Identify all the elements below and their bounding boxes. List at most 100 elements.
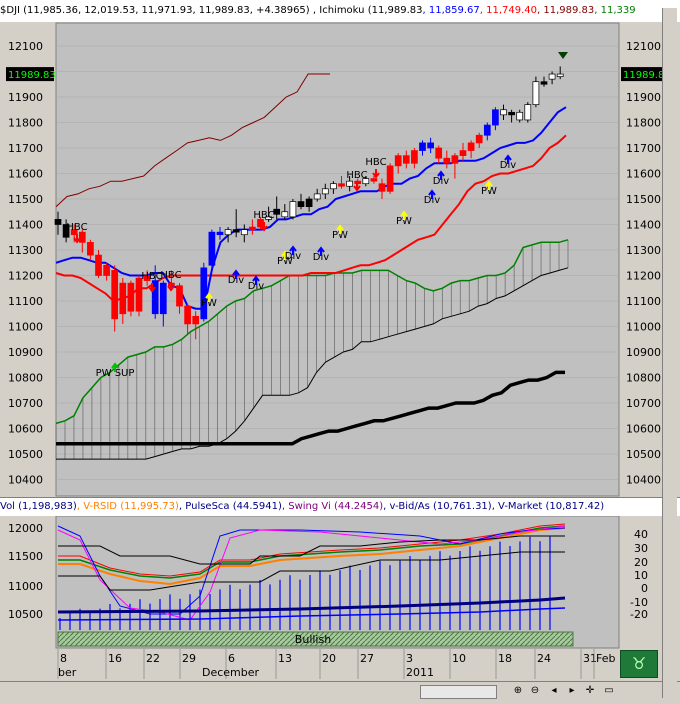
- price-tick-right: 11800: [626, 117, 661, 130]
- price-tick-right: 11900: [626, 91, 661, 104]
- channel-lower-line: [58, 551, 565, 591]
- arrow-down-icon: [353, 182, 361, 192]
- candle-body: [78, 231, 86, 243]
- arrow-down-icon: [372, 169, 380, 179]
- candle-body: [103, 264, 110, 276]
- annotation-label: Div: [424, 195, 440, 206]
- arrow-up-icon: [336, 224, 344, 234]
- date-tick: 24: [537, 652, 551, 665]
- scroll-arrow-icon[interactable]: [662, 8, 677, 698]
- price-tick-left: 10600: [8, 423, 43, 436]
- pan-icon[interactable]: ✛: [585, 685, 595, 696]
- oscillator-tick-right: -20: [630, 608, 648, 621]
- ichimoku-value: , 11,749.40: [479, 5, 538, 16]
- candle-body: [451, 155, 459, 164]
- volume-panel-header: Vol (1,198,983), V-RSID (11,995.73), Pul…: [0, 497, 680, 517]
- senkou-a-line: [55, 239, 569, 425]
- ichimoku-value: , 11,339: [594, 5, 636, 16]
- scroll-thumb[interactable]: [420, 685, 497, 699]
- candle-body: [240, 229, 248, 236]
- price-tick-right: 10600: [626, 423, 661, 436]
- candle-body: [54, 219, 62, 225]
- candle-body: [119, 282, 127, 315]
- bullish-band: [57, 631, 574, 647]
- arrow-up-icon: [504, 154, 512, 164]
- month-label: 2011: [406, 666, 434, 679]
- annotation-label: Div: [285, 251, 301, 262]
- price-tick-left: 10900: [8, 346, 43, 359]
- scroll-bar[interactable]: [0, 681, 680, 704]
- candle-body: [346, 180, 353, 187]
- candle-body: [62, 224, 70, 238]
- candle-body: [394, 155, 402, 167]
- last-price-box-left: [6, 67, 54, 82]
- candle-body: [135, 277, 143, 312]
- candle-body: [548, 73, 556, 80]
- candle-body: [127, 282, 135, 312]
- annotation-label: HBC: [141, 271, 162, 282]
- candle-body: [208, 231, 216, 266]
- price-tick-right: 11600: [626, 168, 661, 181]
- ohlc-readout: (11,985.36, 12,019.53, 11,971.93, 11,989…: [23, 5, 310, 16]
- price-tick-left: 11900: [8, 91, 43, 104]
- price-tick-left: 12100: [8, 40, 43, 53]
- price-tick-left: 11700: [8, 142, 43, 155]
- price-tick-left: 10400: [8, 474, 43, 487]
- month-label: ber: [58, 666, 77, 679]
- annotation-label: Div: [248, 281, 264, 292]
- candle-body: [443, 157, 451, 164]
- zoom-in-icon[interactable]: ⊕: [513, 685, 523, 696]
- candle-body: [184, 305, 191, 325]
- arrow-up-icon: [252, 275, 260, 285]
- fit-icon[interactable]: ▭: [604, 685, 614, 696]
- date-tick: 3: [406, 652, 413, 665]
- candle-body: [297, 201, 305, 208]
- annotation-label: HBC: [253, 210, 274, 221]
- candle-body: [330, 183, 337, 190]
- price-tick-left: 10500: [8, 448, 43, 461]
- candle-body: [427, 142, 434, 149]
- v-market-line: [57, 596, 566, 614]
- candle-body: [500, 109, 507, 116]
- arrow-up-icon: [281, 250, 289, 260]
- arrow-up-icon: [111, 362, 119, 372]
- oscillator-tick-right: 0: [641, 582, 648, 595]
- price-tick-right: 10400: [626, 474, 661, 487]
- scroll-right-icon[interactable]: ▸: [569, 685, 575, 696]
- candle-body: [321, 188, 329, 195]
- candle-body: [192, 315, 200, 325]
- annotation-label: HBC: [66, 222, 87, 233]
- symbol-label: $DJI: [0, 5, 20, 16]
- annotation-label: HBC: [160, 270, 181, 281]
- volume-tick-left: 11000: [8, 580, 43, 593]
- oscillator-tick-right: 20: [634, 556, 648, 569]
- ichimoku-value: , 11,989.83: [537, 5, 595, 16]
- price-panel-header: $DJI (11,985.36, 12,019.53, 11,971.93, 1…: [0, 0, 680, 23]
- zoom-out-icon[interactable]: ⊖: [530, 685, 540, 696]
- volume-tick-left: 11500: [8, 550, 43, 563]
- annotation-label: PW: [277, 256, 293, 267]
- annotation-label: HBC: [365, 157, 386, 168]
- candle-body: [289, 201, 297, 218]
- price-tick-right: 11000: [626, 321, 661, 334]
- candle-body: [459, 150, 467, 157]
- scroll-left-icon[interactable]: ◂: [551, 685, 557, 696]
- support-line: [56, 370, 565, 446]
- arrow-up-icon: [400, 210, 408, 220]
- ichimoku-label: Ichimoku: [319, 5, 365, 16]
- oscillator-tick-right: -10: [630, 596, 648, 609]
- date-tick: 18: [498, 652, 512, 665]
- candle-body: [483, 124, 491, 136]
- price-tick-right: 11500: [626, 193, 661, 206]
- candle-body: [402, 155, 410, 164]
- candle-body: [216, 231, 224, 236]
- candle-body: [419, 142, 426, 151]
- date-tick: 16: [108, 652, 122, 665]
- annotation-label: Div: [313, 252, 329, 263]
- annotation-label: Div: [500, 160, 516, 171]
- candle-body: [70, 229, 78, 236]
- candle-body: [305, 198, 313, 208]
- price-tick-left: 11200: [8, 270, 43, 283]
- arrow-up-icon: [289, 245, 297, 255]
- date-tick: Feb: [596, 652, 615, 665]
